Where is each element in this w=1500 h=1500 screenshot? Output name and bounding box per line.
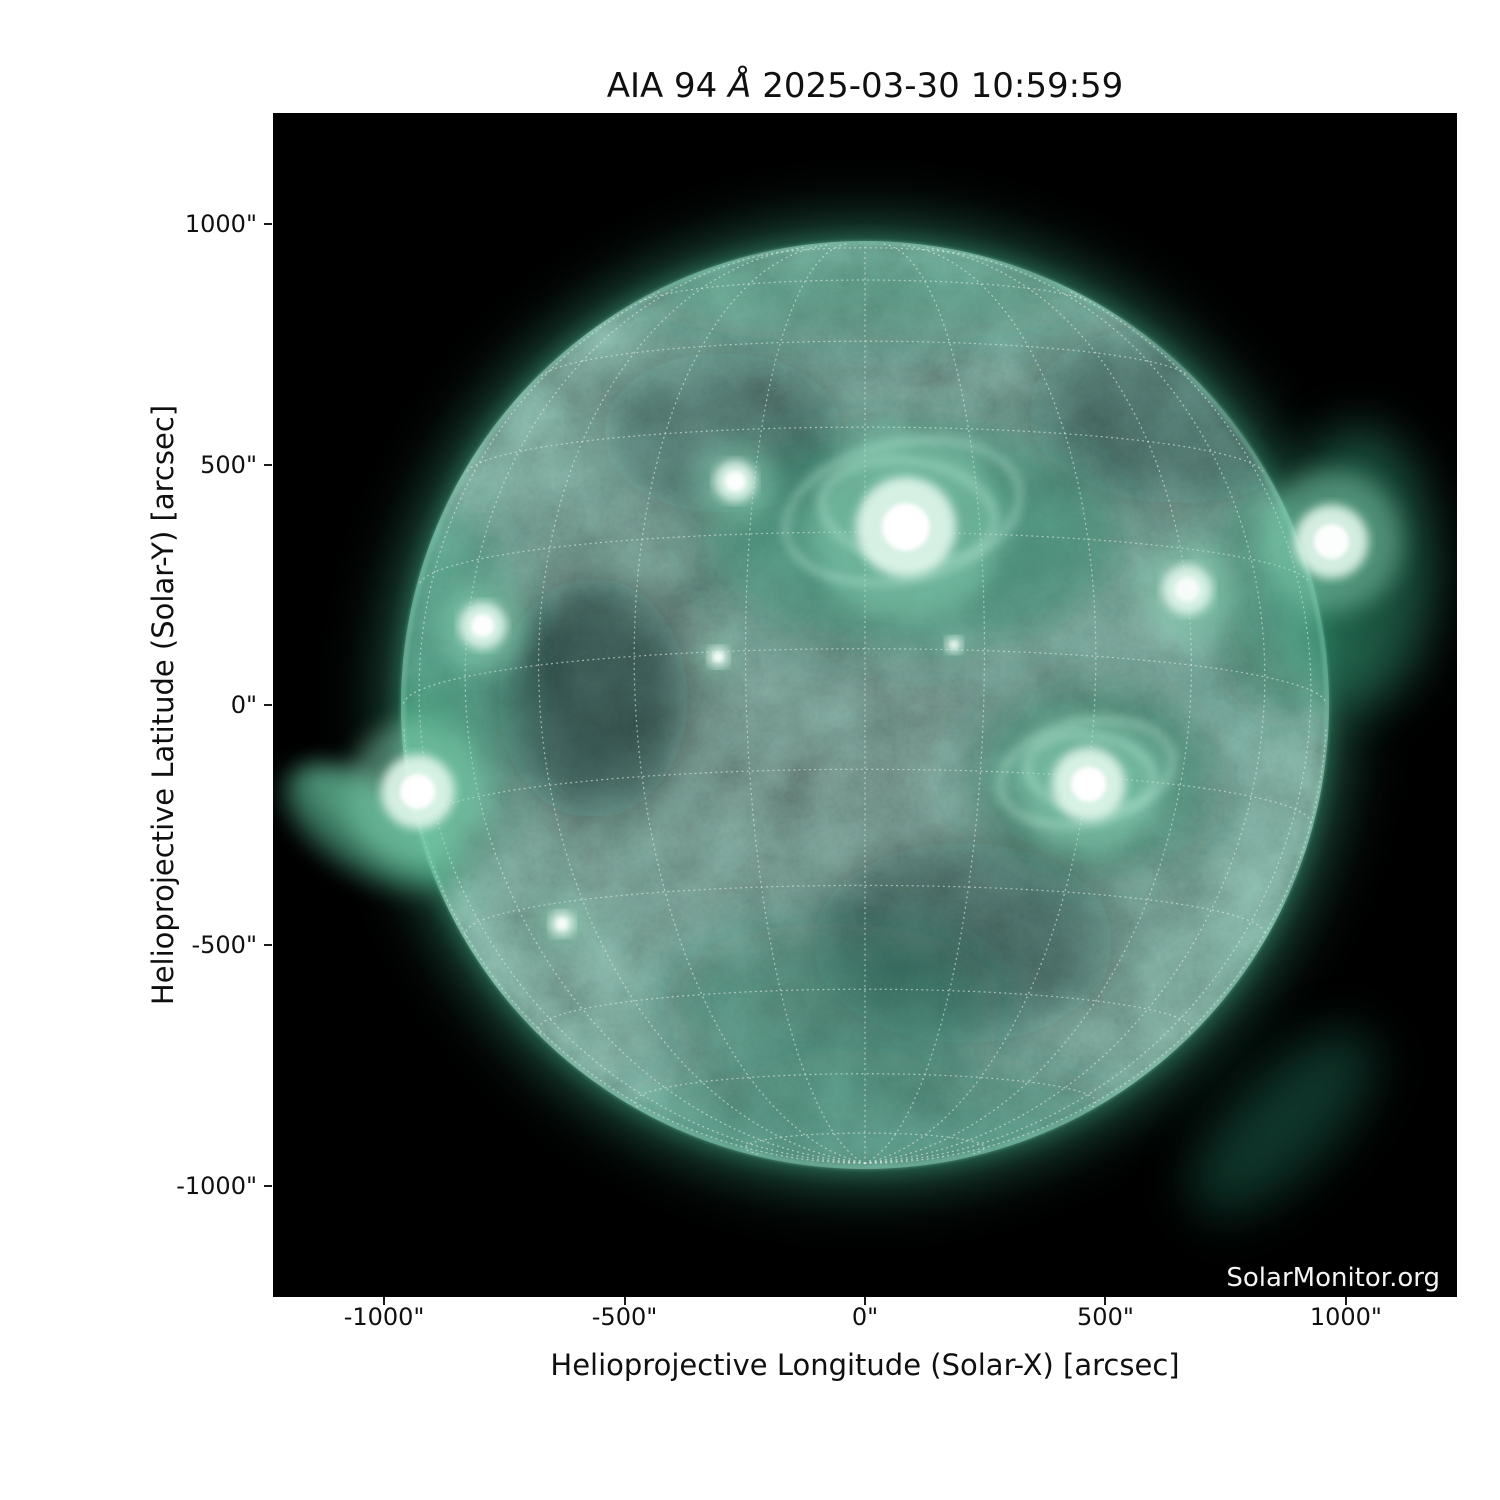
y-tick-mark [264,223,272,226]
x-tick-label: -500" [591,1303,658,1331]
x-tick-mark [383,1297,386,1305]
grid-meridian [464,254,866,1164]
limb-rim [401,241,1329,1169]
ar-core [400,774,436,810]
ar-core [949,640,958,649]
active-region-west-mid-AR [1138,541,1236,639]
grid-parallel [464,884,1266,937]
grid-parallel [537,988,1193,1034]
y-tick-label: 0" [230,691,257,719]
grid-meridian [864,244,1097,1164]
active-region-west-central-AR [997,713,1175,856]
x-tick-mark [623,1297,626,1305]
grid-meridian [864,242,986,1164]
solarmonitor-watermark: SolarMonitor.org [1226,1263,1440,1293]
y-axis-label: Helioprojective Latitude (Solar-Y) [arcs… [146,404,180,1006]
x-axis-label: Helioprojective Longitude (Solar-X) [arc… [550,1348,1180,1382]
southeast-limb-glow [1191,1031,1375,1215]
y-tick-label: -500" [191,931,257,960]
active-regions-layer [302,431,1403,949]
grid-meridian [537,246,866,1164]
grid-parallel [760,247,970,256]
grid-parallel [541,340,1189,377]
grid-meridian [864,289,1312,1164]
title-datetime: 2025-03-30 10:59:59 [751,66,1124,106]
x-tick-label: 1000" [1309,1303,1382,1331]
active-region-north-central-complex [782,431,1023,624]
active-region-west-limb-AR [1260,470,1403,613]
ar-core [1071,766,1107,802]
active-region-east-limb-south-AR [302,720,489,871]
grid-meridian [744,242,866,1164]
y-tick-label: -1000" [176,1171,257,1200]
title-angstrom-symbol: Å [728,66,752,106]
grid-meridian [864,254,1266,1164]
title-instrument-wavelength: AIA 94 [606,66,729,106]
grid-meridian [633,244,866,1164]
plot-title: AIA 94 Å 2025-03-30 10:59:59 [273,66,1457,110]
x-tick-mark [1344,1297,1347,1305]
ar-core [882,503,930,551]
ar-core [1313,523,1349,559]
y-tick-mark [264,704,272,706]
x-tick-mark [864,1297,866,1305]
grid-meridian [864,246,1193,1164]
active-region-east-limb-north-AR [437,580,529,672]
grid-parallel [640,279,1090,303]
solar-image-plot: SolarMonitor.org [273,113,1457,1297]
x-tick-label: -1000" [343,1303,425,1331]
ar-core [1175,577,1200,602]
aia-94-solar-disk-image: SolarMonitor.org [273,113,1457,1297]
active-region-central-spot [937,628,971,662]
y-tick-label: 500" [200,450,257,479]
active-region-south-east-spot [537,899,587,949]
ar-core [725,471,746,492]
x-tick-label: 0" [851,1303,879,1331]
grid-parallel [402,648,1328,704]
ar-coronal-loop [997,717,1175,828]
x-tick-mark [1104,1297,1107,1305]
y-tick-mark [264,944,272,947]
ar-ray-fan [302,766,439,871]
ar-core [471,614,494,637]
ar-core [556,917,569,930]
active-region-central-east-spot [698,636,739,678]
ar-core [713,651,724,662]
active-region-north-mid-AR [694,440,776,522]
y-tick-label: 1000" [184,210,257,239]
y-tick-mark [264,463,272,466]
x-tick-label: 500" [1077,1303,1134,1331]
grid-meridian [864,728,1327,1164]
ar-coronal-loop [782,437,1023,586]
grid-parallel [744,1132,986,1155]
y-tick-mark [264,1184,272,1187]
